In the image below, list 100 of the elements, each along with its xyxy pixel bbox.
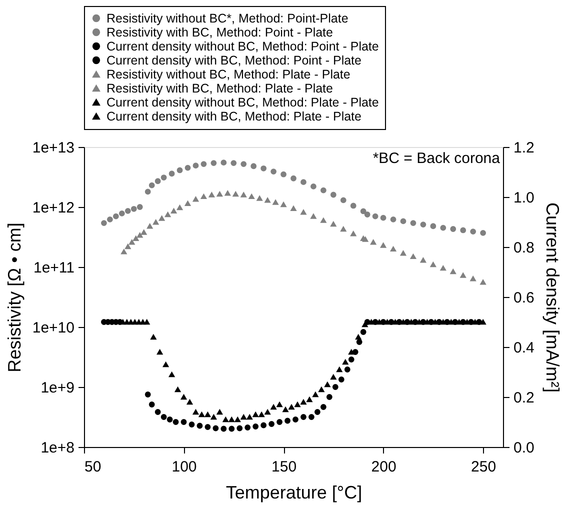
point <box>380 242 386 248</box>
point <box>372 213 378 220</box>
point <box>184 164 191 171</box>
point <box>152 219 159 225</box>
y2-tick-label: 0.0 <box>514 440 534 456</box>
y-tick-label: 1e+9 <box>40 380 74 396</box>
point <box>160 174 167 180</box>
point <box>480 279 486 285</box>
point <box>272 200 278 205</box>
point <box>420 258 426 263</box>
point <box>340 197 346 204</box>
point <box>320 218 326 223</box>
point <box>250 163 257 170</box>
legend-label: Resistivity without BC*, Method: Point-Plate <box>106 11 348 26</box>
point <box>410 220 416 226</box>
point <box>300 210 306 215</box>
point <box>260 165 267 172</box>
point <box>192 196 199 202</box>
legend-label: Current density without BC, Method: Point - Plate <box>106 39 379 54</box>
point <box>400 218 406 224</box>
point <box>460 272 466 278</box>
point <box>132 236 139 241</box>
point <box>450 268 456 274</box>
point <box>240 192 247 198</box>
y2-tick-label: 1.0 <box>514 190 534 206</box>
point <box>300 179 306 186</box>
point <box>370 239 376 245</box>
point <box>146 224 153 229</box>
point <box>290 206 296 211</box>
point <box>184 200 191 206</box>
point <box>280 202 286 208</box>
point <box>192 162 199 169</box>
point <box>210 160 217 166</box>
point <box>118 210 125 216</box>
point <box>124 244 131 250</box>
y-tick-label: 1e+8 <box>40 440 74 456</box>
point <box>136 232 143 238</box>
point <box>128 239 135 245</box>
y2-tick-label: 0.2 <box>514 390 534 406</box>
point <box>148 182 155 188</box>
point <box>200 194 207 200</box>
y-tick-label: 1e+10 <box>32 320 74 336</box>
point <box>200 161 207 167</box>
y-tick-label: 1e+12 <box>32 200 74 216</box>
x-tick-label: 200 <box>371 458 396 476</box>
point <box>440 224 446 231</box>
point <box>140 230 147 235</box>
point <box>450 226 456 232</box>
legend-label: Resistivity with BC, Method: Plate - Plate <box>106 81 334 96</box>
legend-label: Resistivity without BC, Method: Plate - Plate <box>106 67 350 82</box>
point <box>470 228 476 234</box>
point <box>220 160 227 166</box>
point <box>176 167 183 174</box>
annotation: *BC = Back corona <box>372 150 501 167</box>
point <box>360 208 366 214</box>
point <box>380 214 386 221</box>
legend-label: Current density with BC, Method: Point - Plate <box>106 53 362 68</box>
point <box>136 204 143 210</box>
y2-tick-label: 0.6 <box>514 290 534 306</box>
point <box>390 216 396 222</box>
point <box>310 214 316 219</box>
point <box>248 194 255 200</box>
y2-axis-title: Current density [mA/m²] <box>542 202 562 393</box>
point <box>240 161 247 167</box>
x-tick-label: 100 <box>172 458 197 476</box>
point <box>400 250 406 256</box>
point <box>390 246 396 252</box>
y2-tick-label: 1.2 <box>514 140 534 156</box>
point <box>440 265 446 271</box>
point <box>101 220 107 226</box>
y-tick-label: 1e+11 <box>33 260 74 276</box>
y2-tick-label: 0.4 <box>514 340 534 356</box>
point <box>410 254 416 260</box>
x-tick-label: 50 <box>84 458 102 476</box>
point <box>124 208 131 214</box>
point <box>470 276 476 282</box>
y-tick-label: 1e+13 <box>32 140 74 156</box>
point <box>350 202 356 209</box>
point <box>130 206 137 212</box>
point <box>158 216 165 221</box>
point <box>364 212 370 218</box>
point <box>264 198 271 203</box>
point <box>340 226 346 232</box>
point <box>290 175 296 182</box>
point <box>256 196 263 201</box>
point <box>120 249 127 254</box>
point <box>270 168 276 174</box>
point <box>144 188 151 195</box>
point <box>168 170 175 177</box>
point <box>430 223 436 230</box>
point <box>330 221 336 227</box>
legend-label: Current density with BC, Method: Plate - Plate <box>106 109 362 124</box>
point <box>208 192 215 198</box>
point <box>164 212 171 218</box>
point <box>280 171 286 178</box>
x-axis-title: Temperature [°C] <box>226 482 362 502</box>
x-tick-label: 250 <box>471 458 496 476</box>
legend-label: Current density without BC, Method: Plate - Plate <box>106 95 379 110</box>
point <box>480 230 486 236</box>
point <box>176 204 183 210</box>
